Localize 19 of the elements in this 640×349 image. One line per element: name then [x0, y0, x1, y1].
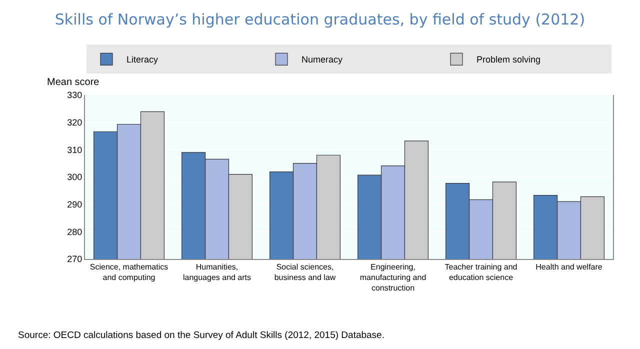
source-note: Source: OECD calculations based on the Survey of Adult Skills (2012, 2015) Database. [18, 330, 384, 341]
y-tick-label: 280 [67, 226, 82, 237]
y-tick-label: 310 [67, 144, 82, 155]
legend-label: Numeracy [302, 54, 344, 65]
y-tick-label: 270 [67, 254, 82, 264]
x-tick-label: Humanities, languages and arts [182, 262, 252, 282]
y-axis-title: Mean score [47, 77, 100, 88]
x-tick-label: Science, mathematics and computing [90, 262, 168, 282]
chart-title: Skills of Norway’s higher education graduates, by field of study (2012) [54, 10, 586, 28]
legend-label: Problem solving [476, 54, 541, 65]
x-tick-label: Engineering, manufacturing and construction [360, 262, 426, 292]
y-tick-label: 330 [67, 90, 82, 100]
y-tick-label: 290 [67, 199, 82, 210]
x-tick-label: Health and welfare [536, 262, 603, 272]
y-tick-label: 300 [67, 172, 82, 182]
legend-label: Literacy [126, 54, 159, 65]
y-tick-label: 320 [67, 117, 82, 128]
x-tick-label: Social sciences, business and law [274, 262, 336, 282]
x-tick-label: Teacher training and education science [444, 262, 518, 282]
